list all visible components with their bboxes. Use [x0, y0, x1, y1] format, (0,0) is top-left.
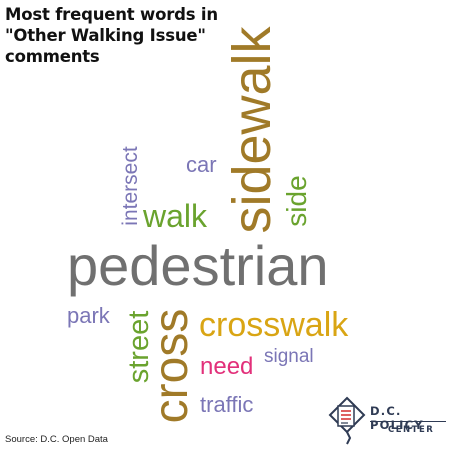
word-sidewalk: sidewalk	[222, 26, 282, 234]
source-note: Source: D.C. Open Data	[5, 434, 108, 445]
word-walk: walk	[143, 198, 208, 234]
word-side: side	[281, 175, 312, 227]
word-park: park	[67, 303, 110, 328]
word-traffic: traffic	[200, 392, 254, 417]
logo-divider	[370, 421, 446, 422]
word-crosswalk: crosswalk	[199, 306, 349, 344]
word-cross: cross	[145, 308, 198, 424]
title-line-1: Most frequent words in	[5, 5, 218, 24]
word-street: street	[123, 310, 155, 384]
dc-policy-center-logo: D.C. POLICY CENTER	[326, 396, 448, 446]
chart-title: Most frequent words in "Other Walking Is…	[5, 4, 265, 67]
word-car: car	[186, 152, 217, 177]
word-signal: signal	[264, 346, 314, 367]
title-line-3: comments	[5, 47, 100, 66]
dc-map-icon	[328, 396, 366, 445]
word-need: need	[200, 353, 254, 380]
word-pedestrian: pedestrian	[67, 234, 329, 297]
word-intersect: intersect	[119, 146, 142, 226]
title-line-2: "Other Walking Issue"	[5, 26, 206, 45]
logo-text-center: CENTER	[388, 425, 435, 435]
